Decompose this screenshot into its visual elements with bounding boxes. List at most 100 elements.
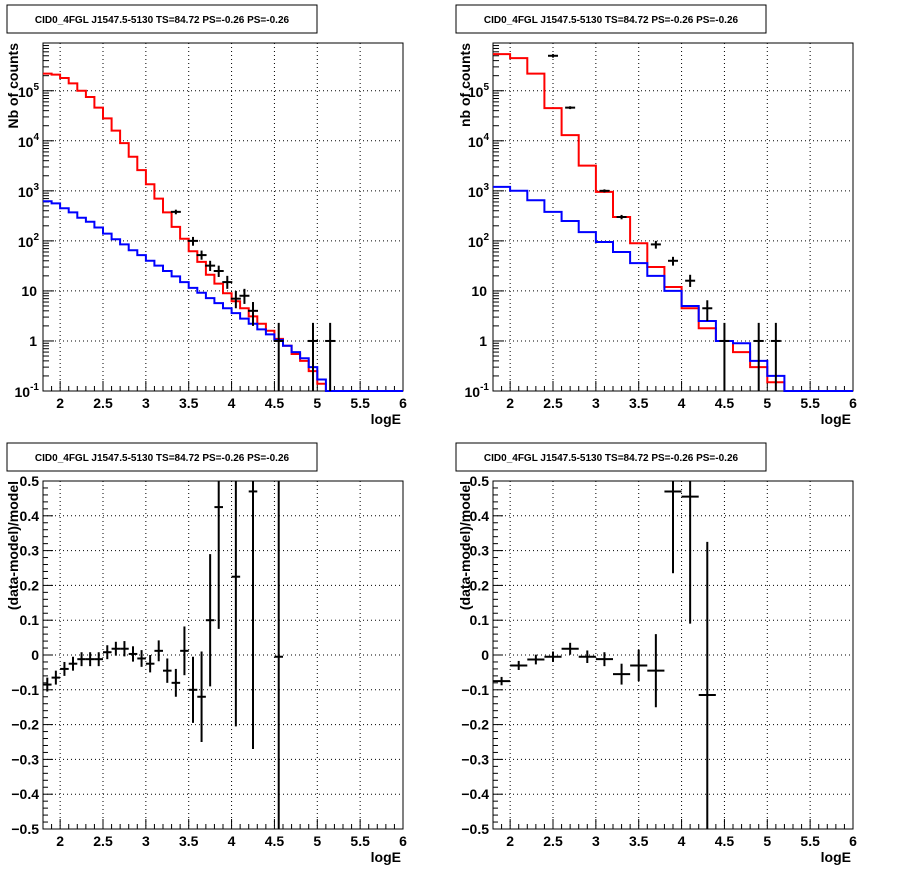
data-point-4 xyxy=(544,651,562,662)
title-box xyxy=(455,4,767,34)
y-tick-label: 0.4 xyxy=(20,508,40,524)
y-tick-label: 0.2 xyxy=(470,577,490,593)
y-tick-label: 10-1 xyxy=(15,382,40,400)
x-axis-label: logE xyxy=(371,411,401,427)
y-tick-label: 103 xyxy=(18,182,40,200)
x-tick-label: 3 xyxy=(592,395,600,411)
y-tick-label: 10-1 xyxy=(465,382,490,400)
x-tick-label: 3 xyxy=(592,833,600,849)
y-tick-label: 0.2 xyxy=(20,577,40,593)
chart-title: CID0_4FGL J1547.5-5130 TS=84.72 PS=-0.26… xyxy=(484,453,739,464)
y-tick-label: 0.4 xyxy=(470,508,490,524)
data-point-16 xyxy=(171,668,181,697)
x-tick-label: 4.5 xyxy=(715,395,735,411)
x-tick-label: 6 xyxy=(399,833,407,849)
data-point-10 xyxy=(753,322,764,391)
y-tick-label: 10 xyxy=(21,283,37,299)
data-point-24 xyxy=(274,481,283,829)
x-tick-label: 5 xyxy=(313,833,321,849)
plot-frame xyxy=(42,42,404,392)
data-point-15 xyxy=(163,658,172,683)
y-tick-label: 104 xyxy=(468,132,490,150)
y-tick-label: 0 xyxy=(481,647,489,663)
x-tick-label: 4 xyxy=(678,833,686,849)
x-tick-label: 2.5 xyxy=(543,395,563,411)
data-point-12 xyxy=(137,650,146,667)
y-tick-label: 105 xyxy=(18,82,40,100)
chart-title: CID0_4FGL J1547.5-5130 TS=84.72 PS=-0.26… xyxy=(35,453,290,464)
x-tick-label: 3.5 xyxy=(179,395,199,411)
data-point-3 xyxy=(599,189,610,193)
y-tick-label: 105 xyxy=(468,82,490,100)
series-2-step-line xyxy=(493,185,853,392)
x-tick-label: 3 xyxy=(142,395,150,411)
y-tick-label: 103 xyxy=(468,182,490,200)
y-tick-label: −0.3 xyxy=(11,751,39,767)
data-point-8 xyxy=(103,645,112,660)
data-point-10 xyxy=(273,322,284,391)
x-tick-label: 5.5 xyxy=(350,395,370,411)
y-tick-label: 102 xyxy=(468,232,490,250)
data-point-7 xyxy=(685,274,696,287)
y-tick-label: 0.5 xyxy=(20,473,40,489)
x-tick-label: 4.5 xyxy=(265,833,285,849)
data-point-6 xyxy=(668,256,678,266)
data-point-9 xyxy=(630,649,648,682)
y-tick-label: −0.3 xyxy=(461,751,489,767)
data-point-5 xyxy=(77,652,86,667)
data-point-17 xyxy=(180,626,189,676)
x-tick-label: 5 xyxy=(763,395,771,411)
data-point-10 xyxy=(120,641,129,657)
x-tick-label: 2.5 xyxy=(93,833,113,849)
x-tick-label: 3.5 xyxy=(629,395,649,411)
data-point-22 xyxy=(231,481,241,727)
y-tick-label: 10 xyxy=(471,283,487,299)
data-point-3 xyxy=(527,654,545,665)
data-point-23 xyxy=(248,481,258,749)
data-point-6 xyxy=(578,650,596,664)
chart-panel-3: CID0_4FGL J1547.5-5130 TS=84.72 PS=-0.26… xyxy=(5,442,407,865)
x-tick-label: 2 xyxy=(506,833,514,849)
x-tick-label: 3 xyxy=(142,833,150,849)
data-point-8 xyxy=(613,663,631,685)
data-point-19 xyxy=(197,651,206,742)
x-tick-label: 2 xyxy=(56,395,64,411)
title-box xyxy=(6,442,318,472)
data-point-18 xyxy=(188,656,198,723)
data-point-11 xyxy=(308,322,318,391)
y-tick-label: 1 xyxy=(479,333,487,349)
data-point-7 xyxy=(230,290,241,309)
y-tick-label: 102 xyxy=(18,232,40,250)
data-point-11 xyxy=(128,646,138,662)
x-tick-label: 3.5 xyxy=(629,833,649,849)
plot-frame xyxy=(492,42,854,392)
data-point-8 xyxy=(239,288,250,304)
x-tick-label: 6 xyxy=(849,395,857,411)
data-point-6 xyxy=(222,275,233,289)
x-axis-label: logE xyxy=(821,849,851,865)
x-tick-label: 4.5 xyxy=(265,395,285,411)
data-point-8 xyxy=(702,300,713,322)
y-axis-label: (data-model)/model xyxy=(5,481,21,610)
chart-title: CID0_4FGL J1547.5-5130 TS=84.72 PS=-0.26… xyxy=(484,15,739,26)
x-tick-label: 4 xyxy=(228,833,236,849)
data-point-9 xyxy=(719,322,730,391)
data-point-1 xyxy=(548,54,558,58)
data-point-5 xyxy=(650,240,661,249)
x-tick-label: 2 xyxy=(506,395,514,411)
y-tick-label: −0.2 xyxy=(461,717,489,733)
x-axis-label: logE xyxy=(371,849,401,865)
data-point-13 xyxy=(698,541,716,829)
data-point-4 xyxy=(205,260,216,272)
chart-panel-2: CID0_4FGL J1547.5-5130 TS=84.72 PS=-0.26… xyxy=(455,4,857,427)
title-box xyxy=(6,4,318,34)
chart-panel-4: CID0_4FGL J1547.5-5130 TS=84.72 PS=-0.26… xyxy=(455,442,857,865)
data-point-1 xyxy=(493,676,511,686)
x-tick-label: 6 xyxy=(399,395,407,411)
data-point-5 xyxy=(213,265,224,277)
y-tick-label: −0.2 xyxy=(11,717,39,733)
data-point-7 xyxy=(595,652,613,667)
data-point-12 xyxy=(681,481,699,624)
data-point-2 xyxy=(51,670,61,685)
data-point-4 xyxy=(68,656,78,671)
